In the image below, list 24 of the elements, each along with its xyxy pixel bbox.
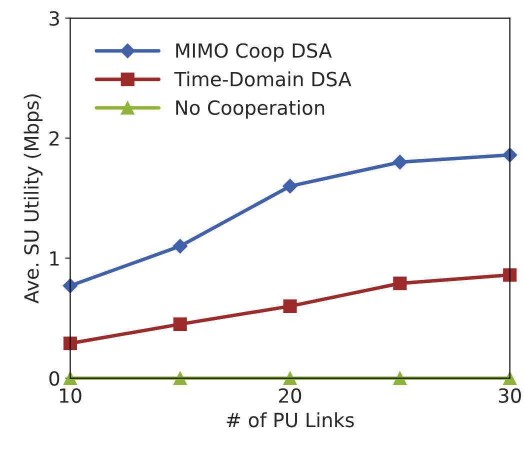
y-tick-label: 3 (50, 11, 59, 26)
point (282, 178, 298, 194)
legend-label: Time-Domain DSA (174, 71, 352, 86)
point (393, 371, 407, 385)
y-tick-label: 1 (50, 251, 59, 266)
point (283, 371, 297, 385)
legend-label: MIMO Coop DSA (176, 43, 332, 62)
point (172, 238, 188, 254)
point (173, 371, 187, 385)
point (503, 268, 517, 282)
x-axis-title: # of PU Links (226, 412, 354, 428)
point (503, 371, 517, 385)
point (63, 371, 77, 385)
x-tick-label: 20 (279, 388, 302, 403)
y-tick-label: 0 (49, 371, 60, 386)
x-tick-label: 30 (498, 388, 521, 403)
point (392, 154, 408, 170)
point (283, 299, 297, 313)
y-tick-label: 2 (50, 131, 59, 146)
y-axis-title: Ave. SU Utility (Mbps) (24, 94, 43, 304)
x-tick-label: 10 (60, 388, 82, 403)
legend-label: No Cooperation (176, 100, 324, 119)
point (173, 317, 187, 331)
point (393, 276, 407, 290)
